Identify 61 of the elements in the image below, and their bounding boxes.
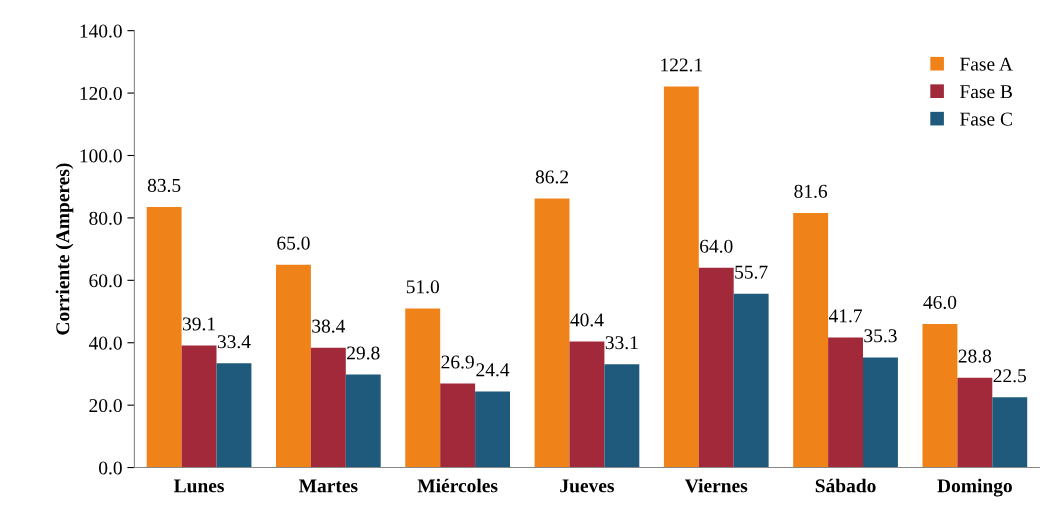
data-label: 86.2 <box>535 170 568 184</box>
legend-label: Fase A <box>960 57 1013 71</box>
bar <box>828 337 864 468</box>
data-label: 26.9 <box>441 355 474 369</box>
x-tick-label: Martes <box>298 479 358 493</box>
bar <box>345 374 381 468</box>
data-label: 40.4 <box>570 313 604 327</box>
bar <box>604 364 640 468</box>
legend-label: Fase C <box>960 112 1012 126</box>
bar <box>534 198 570 468</box>
bar <box>863 357 898 468</box>
data-label: 24.4 <box>476 363 510 377</box>
bar <box>405 308 441 468</box>
data-label: 65.0 <box>277 236 310 250</box>
bar <box>793 212 829 468</box>
data-label: 33.4 <box>217 335 251 349</box>
data-label: 22.5 <box>993 369 1027 383</box>
data-label: 41.7 <box>828 309 862 323</box>
x-tick-label: Viernes <box>684 478 748 493</box>
bar <box>216 363 252 468</box>
bar <box>733 293 769 468</box>
x-tick-label: Miércoles <box>417 478 498 493</box>
x-tick-label: Lunes <box>173 479 224 493</box>
y-tick-label: 140.0 <box>80 24 122 38</box>
data-label: 51.0 <box>406 280 440 294</box>
bar <box>957 377 993 468</box>
bar <box>275 264 311 468</box>
data-label: 46.0 <box>923 295 957 310</box>
bar <box>310 347 346 468</box>
data-label: 39.1 <box>182 317 215 331</box>
data-label: 122.1 <box>661 58 703 72</box>
data-label: 33.1 <box>605 336 638 350</box>
bar <box>440 383 476 468</box>
y-tick-label: 80.0 <box>89 211 122 225</box>
bar <box>475 391 511 468</box>
bar <box>181 345 217 468</box>
x-tick-label: Jueves <box>560 479 615 493</box>
y-tick-label: 0.0 <box>99 461 122 475</box>
data-label: 35.3 <box>864 329 897 343</box>
data-label: 64.0 <box>700 239 733 253</box>
data-label: 29.8 <box>347 346 380 360</box>
bar <box>569 341 605 468</box>
bar <box>146 206 182 468</box>
y-axis-title: Corriente (Amperes) <box>55 163 74 335</box>
data-label: 81.6 <box>794 184 828 198</box>
y-tick-label: 100.0 <box>80 149 122 163</box>
bar <box>663 86 699 468</box>
legend-label: Fase B <box>960 85 1012 99</box>
y-tick-label: 40.0 <box>88 336 122 350</box>
y-tick-label: 60.0 <box>89 274 122 288</box>
data-label: 83.5 <box>147 178 181 193</box>
y-tick-label: 120.0 <box>80 86 122 101</box>
bar <box>922 324 958 468</box>
y-tick-label: 20.0 <box>89 398 122 413</box>
x-tick-label: Domingo <box>937 478 1012 497</box>
data-label: 55.7 <box>735 265 768 279</box>
bar <box>698 267 734 468</box>
x-tick-label: Sábado <box>815 478 876 493</box>
bar <box>992 397 1028 468</box>
data-label: 28.8 <box>958 349 992 363</box>
data-label: 38.4 <box>312 319 346 333</box>
